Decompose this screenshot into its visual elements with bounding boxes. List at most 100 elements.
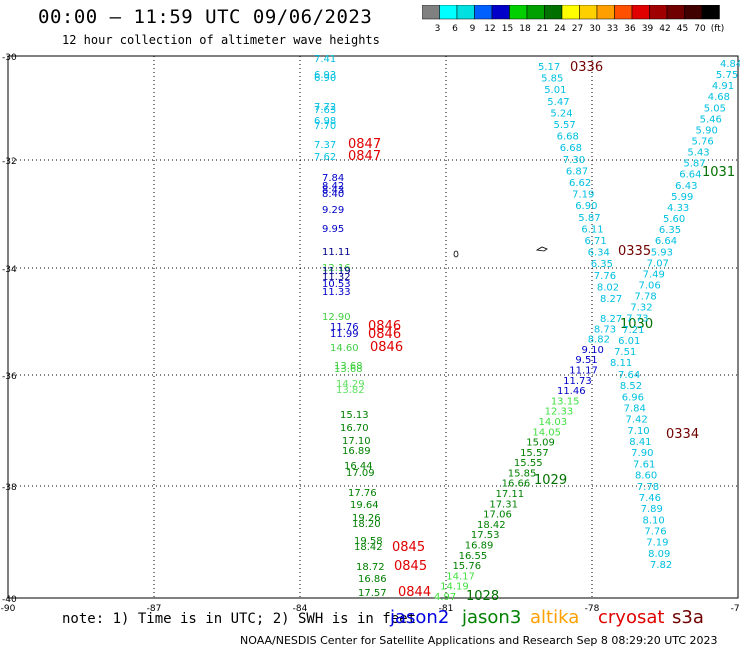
swh-value: 5.05 (704, 103, 726, 114)
swh-value: 8.27 (600, 294, 622, 305)
swh-value: 14.05 (532, 427, 561, 438)
swh-value: 7.30 (563, 155, 585, 166)
island-shape (453, 250, 459, 258)
swh-value: 12.90 (322, 312, 351, 323)
time-label: 1028 (466, 589, 499, 604)
swh-value: 5.85 (541, 74, 563, 85)
swh-value: 16.89 (465, 541, 494, 552)
swh-value: 7.84 (322, 173, 344, 184)
swh-value: 11.32 (322, 272, 351, 283)
time-label: 0846 (368, 319, 401, 334)
time-label: 0847 (348, 149, 381, 164)
swh-value: 6.71 (585, 236, 607, 247)
swh-value: 7.32 (630, 303, 652, 314)
time-label: 0847 (348, 137, 381, 152)
swh-value: 6.68 (560, 143, 582, 154)
swh-value: 13.68 (334, 361, 363, 372)
swh-value: 7.76 (644, 526, 666, 537)
legend-label: 18 (519, 24, 531, 34)
swh-value: 7.72 (314, 102, 336, 113)
swh-value: 14.17 (446, 571, 475, 582)
swh-value: 7.78 (637, 482, 659, 493)
note-text: note: 1) Time is in UTC; 2) SWH is in fe… (62, 611, 417, 627)
swh-value: 18.42 (477, 520, 506, 531)
swh-value: 8.40 (322, 189, 344, 200)
legend-label: 30 (589, 24, 601, 34)
swh-value: 9.95 (322, 224, 344, 235)
swh-value: 9.10 (582, 345, 604, 356)
swh-value: 19.26 (352, 513, 381, 524)
time-label: 0336 (570, 60, 603, 75)
swh-value: 6.90 (314, 73, 336, 84)
swh-value: 13.82 (336, 385, 365, 396)
swh-value: 6.93 (314, 70, 336, 81)
swh-value: 12.16 (322, 263, 351, 274)
swh-value: 8.52 (620, 381, 642, 392)
swh-value: 13.68 (334, 364, 363, 375)
sat-jason3: jason3 (462, 607, 522, 628)
swh-value: 4.84 (720, 59, 740, 70)
time-label: 0335 (618, 244, 651, 259)
swh-value: 7.06 (639, 280, 661, 291)
time-label: 1031 (702, 165, 735, 180)
swh-value: 8.82 (588, 335, 610, 346)
swh-value: 8.27 (600, 314, 622, 325)
lon-label: -75 (731, 604, 740, 614)
legend-label: 6 (452, 24, 458, 34)
swh-value: 7.46 (639, 493, 661, 504)
sat-cryosat: cryosat (598, 607, 665, 628)
swh-value: 5.60 (663, 214, 685, 225)
legend-label: 15 (502, 24, 513, 34)
swh-value: 5.46 (700, 114, 722, 125)
swh-value: 17.31 (489, 499, 518, 510)
swh-value: 4.68 (708, 92, 730, 103)
swh-value: 8.73 (594, 324, 616, 335)
swh-value: 15.55 (514, 458, 543, 469)
lon-label: -81 (439, 604, 454, 614)
swh-value: 14.03 (539, 417, 568, 428)
swh-value: 7.82 (650, 560, 672, 571)
time-label: 0845 (394, 559, 427, 574)
swh-value: 7.70 (314, 121, 336, 132)
swh-value: 14.60 (330, 343, 359, 354)
swh-value: 14.19 (440, 582, 469, 593)
swh-value: 15.85 (508, 468, 537, 479)
swh-value: 11.19 (322, 266, 351, 277)
swh-value: 7.42 (626, 415, 648, 426)
swh-value: 7.19 (646, 538, 668, 549)
swh-value: 7.62 (314, 152, 336, 163)
legend-label: 27 (572, 24, 583, 34)
swh-value: 17.10 (342, 436, 371, 447)
swh-value: 11.46 (557, 386, 586, 397)
swh-value: 5.76 (691, 137, 713, 148)
swh-value: 11.17 (569, 365, 598, 376)
swh-value: 9.51 (575, 355, 597, 366)
legend-swatch (701, 5, 720, 20)
swh-value: 15.13 (340, 410, 369, 421)
swh-value: 6.62 (569, 178, 591, 189)
swh-value: 19.58 (354, 536, 383, 547)
swh-value: 8.09 (648, 549, 670, 560)
swh-value: 7.61 (633, 459, 655, 470)
swh-value: 6.96 (622, 392, 644, 403)
swh-value: 10.53 (322, 279, 351, 290)
swh-value: 15.76 (452, 561, 481, 572)
swh-value: 8.60 (635, 471, 657, 482)
swh-value: 7.84 (624, 404, 646, 415)
swh-value: 7.07 (647, 258, 669, 269)
lat-label: -30 (2, 53, 17, 63)
swh-value: 17.11 (495, 489, 524, 500)
time-label: 1030 (620, 317, 653, 332)
legend-label: 3 (435, 24, 441, 34)
legend-label: 45 (677, 24, 688, 34)
swh-value: 6.43 (675, 181, 697, 192)
swh-value: 12.33 (545, 407, 574, 418)
swh-value: 6.11 (581, 224, 603, 235)
swh-value: 7.76 (594, 271, 616, 282)
sat-s3a: s3a (672, 607, 704, 628)
swh-value: 8.43 (322, 185, 344, 196)
legend-label: 39 (642, 24, 654, 34)
swh-value: 18.42 (354, 542, 383, 553)
credit-text: NOAA/NESDIS Center for Satellite Applica… (240, 634, 718, 647)
legend-label: 42 (659, 24, 670, 34)
